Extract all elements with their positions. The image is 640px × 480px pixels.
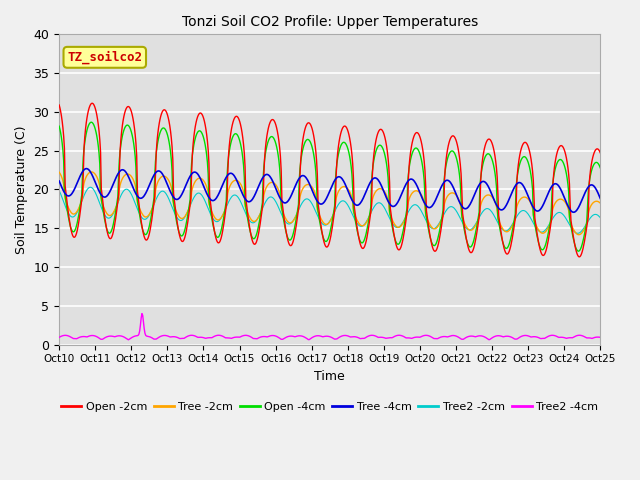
Legend: Open -2cm, Tree -2cm, Open -4cm, Tree -4cm, Tree2 -2cm, Tree2 -4cm: Open -2cm, Tree -2cm, Open -4cm, Tree -4… [57,397,602,417]
Text: TZ_soilco2: TZ_soilco2 [67,50,142,64]
Title: Tonzi Soil CO2 Profile: Upper Temperatures: Tonzi Soil CO2 Profile: Upper Temperatur… [182,15,478,29]
Y-axis label: Soil Temperature (C): Soil Temperature (C) [15,125,28,254]
X-axis label: Time: Time [314,370,345,383]
